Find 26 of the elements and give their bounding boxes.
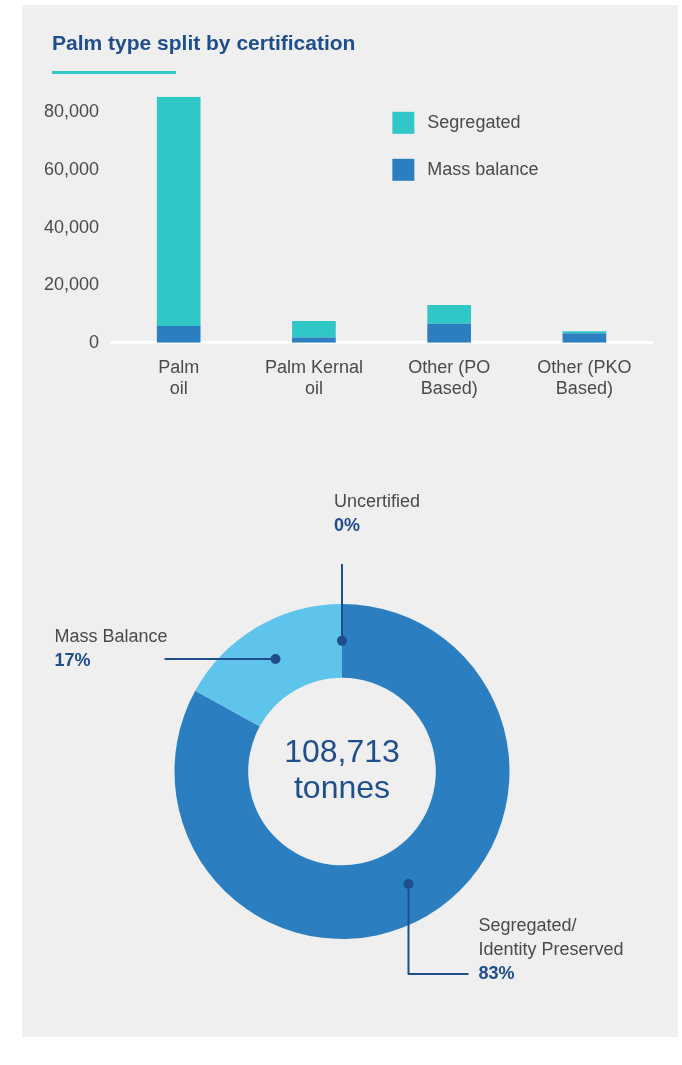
- data-label: 17%: [54, 650, 91, 671]
- bar: [156, 96, 201, 327]
- y-tick-label: 0: [89, 331, 100, 352]
- chart-title: Palm type split by certification: [52, 31, 357, 55]
- text: 108,713 tonnes: [284, 733, 400, 806]
- slice-label: Mass Balance: [54, 626, 168, 647]
- x-tick-label: Palm oil: [158, 356, 200, 399]
- y-tick-label: 60,000: [43, 158, 100, 179]
- y-tick-label: 40,000: [43, 216, 100, 237]
- y-tick-label: 80,000: [43, 101, 100, 122]
- x-tick-label: Other (PO Based): [408, 356, 491, 399]
- text: 0%: [334, 514, 361, 535]
- bar: [427, 305, 471, 324]
- bar: [292, 320, 336, 338]
- category-label: Uncertified: [334, 490, 421, 511]
- legend-label: Mass balance: [427, 158, 539, 179]
- legend-label: Segregated: [427, 111, 521, 132]
- x-tick-label: Other (PKO Based): [537, 356, 632, 399]
- bar: [427, 323, 471, 343]
- data-label: 83%: [478, 962, 515, 983]
- bar: [562, 333, 607, 343]
- bar: [562, 331, 607, 334]
- y-tick-label: 20,000: [43, 274, 100, 295]
- x-tick-label: Palm Kernal oil: [264, 356, 363, 399]
- slice-label: Segregated/ Identity Preserved: [478, 914, 624, 959]
- bar: [156, 326, 201, 343]
